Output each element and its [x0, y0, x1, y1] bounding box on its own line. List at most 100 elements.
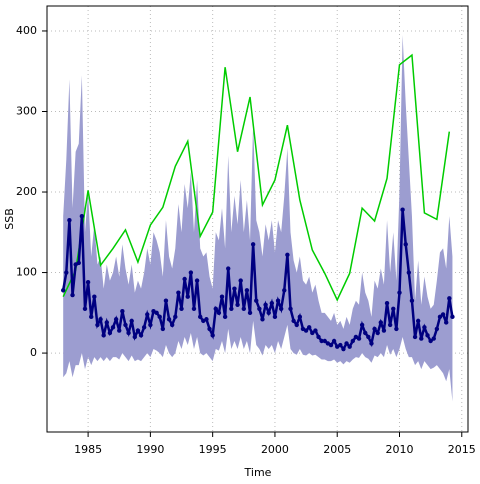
point: [431, 336, 436, 341]
point: [191, 306, 197, 311]
point: [328, 342, 334, 348]
point: [313, 328, 318, 333]
point: [412, 334, 418, 340]
point: [316, 334, 321, 340]
point: [92, 294, 97, 299]
point: [107, 330, 113, 336]
point: [409, 298, 415, 303]
point: [278, 306, 284, 311]
point: [113, 317, 119, 322]
point: [157, 314, 162, 320]
point: [387, 322, 393, 328]
point: [294, 322, 299, 328]
point: [216, 310, 222, 316]
point: [79, 213, 85, 219]
point: [257, 306, 262, 311]
point: [117, 328, 122, 333]
y-tick-label: 200: [16, 185, 37, 198]
x-tick-label: 1995: [199, 443, 227, 456]
point: [145, 312, 150, 317]
point: [89, 314, 94, 320]
point: [303, 328, 309, 333]
point: [391, 306, 396, 311]
point: [285, 252, 290, 258]
x-tick-label: 2015: [448, 443, 476, 456]
x-tick-label: 2010: [385, 443, 413, 456]
point: [241, 306, 246, 311]
point: [369, 341, 374, 346]
x-tick-label: 2000: [261, 443, 289, 456]
point: [394, 326, 399, 332]
point: [173, 314, 178, 320]
point: [120, 309, 125, 314]
point: [104, 320, 109, 325]
point: [266, 310, 271, 316]
y-tick-label: 300: [16, 104, 37, 117]
point: [306, 325, 312, 330]
point: [347, 344, 352, 349]
point: [350, 338, 355, 344]
point: [444, 320, 449, 325]
point: [64, 270, 69, 275]
point: [254, 298, 259, 303]
point: [126, 330, 131, 336]
point: [375, 330, 380, 336]
point: [331, 338, 337, 344]
point: [250, 242, 256, 247]
point: [123, 322, 128, 328]
point: [322, 338, 327, 344]
point: [437, 314, 443, 320]
point: [166, 317, 172, 322]
point: [282, 288, 287, 293]
point: [260, 317, 265, 322]
point: [110, 325, 116, 330]
point: [232, 286, 237, 291]
point: [378, 320, 384, 325]
point: [434, 326, 440, 332]
point: [263, 302, 268, 307]
point: [198, 314, 203, 320]
point: [67, 218, 72, 223]
point: [244, 288, 250, 293]
y-tick-label: 100: [16, 266, 37, 279]
confidence-band: [63, 34, 453, 402]
point: [141, 325, 147, 330]
point: [213, 306, 218, 311]
point: [384, 300, 390, 306]
point: [447, 296, 452, 301]
point: [363, 330, 368, 336]
point: [207, 326, 212, 332]
point: [194, 278, 200, 283]
point: [428, 338, 433, 344]
point: [356, 336, 362, 341]
point: [179, 306, 184, 311]
point: [185, 294, 190, 299]
y-axis-label: SSB: [3, 208, 16, 230]
point: [419, 336, 424, 341]
point: [148, 322, 153, 328]
point: [76, 260, 81, 266]
point: [182, 276, 187, 282]
point: [372, 326, 377, 332]
point: [422, 325, 427, 330]
point: [425, 333, 430, 338]
point: [403, 242, 408, 247]
point: [397, 290, 402, 295]
point: [169, 322, 175, 328]
point: [60, 288, 66, 293]
x-tick-label: 1985: [74, 443, 102, 456]
point: [415, 318, 421, 324]
point: [440, 312, 446, 317]
point: [359, 322, 365, 328]
point: [269, 300, 275, 306]
point: [160, 326, 166, 332]
point: [406, 270, 412, 275]
point: [381, 328, 387, 333]
point: [154, 310, 159, 316]
point: [95, 322, 100, 328]
point: [101, 333, 106, 338]
point: [400, 207, 405, 212]
point: [163, 298, 169, 303]
point: [129, 318, 134, 324]
point: [210, 333, 215, 338]
